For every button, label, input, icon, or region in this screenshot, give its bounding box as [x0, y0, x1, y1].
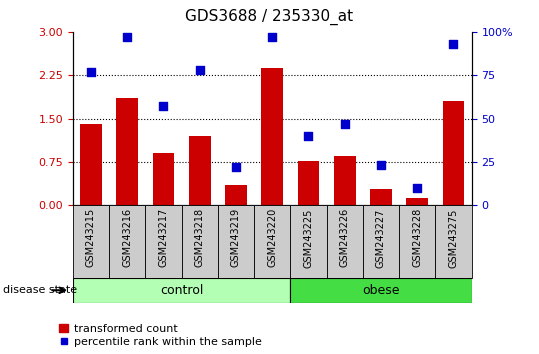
- Text: GSM243225: GSM243225: [303, 208, 314, 268]
- Bar: [73, 278, 291, 303]
- Text: GDS3688 / 235330_at: GDS3688 / 235330_at: [185, 9, 354, 25]
- Point: [159, 104, 168, 109]
- Bar: [182, 205, 218, 278]
- Text: GSM243228: GSM243228: [412, 208, 422, 268]
- Text: GSM243220: GSM243220: [267, 208, 277, 268]
- Text: obese: obese: [362, 284, 400, 297]
- Bar: [116, 98, 138, 205]
- Text: GSM243219: GSM243219: [231, 208, 241, 267]
- Bar: [254, 205, 291, 278]
- Bar: [291, 205, 327, 278]
- Point: [87, 69, 95, 75]
- Bar: [80, 124, 102, 205]
- Text: GSM243218: GSM243218: [195, 208, 205, 267]
- Point: [377, 162, 385, 168]
- Bar: [443, 101, 465, 205]
- Bar: [73, 205, 109, 278]
- Point: [268, 34, 277, 40]
- Point: [413, 185, 421, 191]
- Point: [195, 67, 204, 73]
- Bar: [399, 205, 436, 278]
- Bar: [146, 205, 182, 278]
- Point: [123, 34, 132, 40]
- Bar: [153, 153, 174, 205]
- Text: control: control: [160, 284, 203, 297]
- Point: [304, 133, 313, 139]
- Bar: [218, 205, 254, 278]
- Bar: [261, 68, 283, 205]
- Bar: [109, 205, 146, 278]
- Text: GSM243226: GSM243226: [340, 208, 350, 268]
- Point: [449, 41, 458, 47]
- Bar: [363, 205, 399, 278]
- Point: [341, 121, 349, 127]
- Point: [232, 164, 240, 170]
- Bar: [334, 156, 356, 205]
- Bar: [225, 185, 247, 205]
- Bar: [327, 205, 363, 278]
- Bar: [291, 278, 472, 303]
- Bar: [189, 136, 211, 205]
- Bar: [406, 198, 428, 205]
- Text: GSM243217: GSM243217: [158, 208, 168, 268]
- Bar: [370, 189, 392, 205]
- Text: GSM243216: GSM243216: [122, 208, 132, 267]
- Text: GSM243227: GSM243227: [376, 208, 386, 268]
- Text: GSM243215: GSM243215: [86, 208, 96, 268]
- Text: disease state: disease state: [3, 285, 77, 295]
- Legend: transformed count, percentile rank within the sample: transformed count, percentile rank withi…: [59, 324, 262, 347]
- Bar: [436, 205, 472, 278]
- Text: GSM243275: GSM243275: [448, 208, 459, 268]
- Bar: [298, 161, 319, 205]
